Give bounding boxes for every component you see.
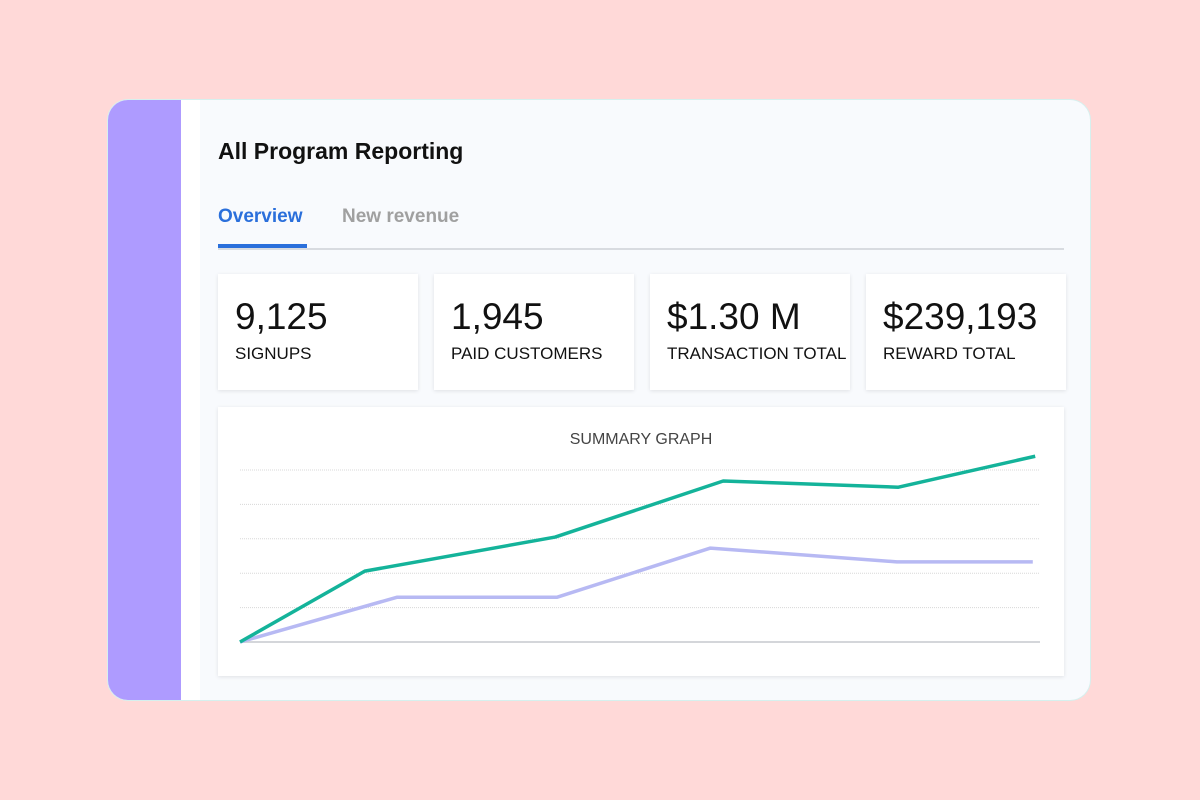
stat-card-transaction-total: $1.30 M TRANSACTION TOTAL: [650, 274, 850, 390]
tab-bar: Overview New revenue: [218, 206, 1064, 250]
summary-line-chart: [239, 454, 1040, 644]
stat-card-signups: 9,125 SIGNUPS: [218, 274, 418, 390]
tab-new-revenue[interactable]: New revenue: [342, 206, 460, 227]
stat-value: 1,945: [451, 296, 544, 337]
reporting-window: All Program Reporting Overview New reven…: [108, 100, 1090, 700]
stat-card-paid-customers: 1,945 PAID CUSTOMERS: [434, 274, 634, 390]
stat-card-reward-total: $239,193 REWARD TOTAL: [866, 274, 1066, 390]
sidebar-divider: [181, 100, 200, 700]
stat-value: $239,193: [883, 296, 1038, 337]
stat-label: TRANSACTION TOTAL: [667, 344, 847, 363]
stat-value: $1.30 M: [667, 296, 801, 337]
tab-overview[interactable]: Overview: [218, 206, 306, 248]
line-series-2: [239, 546, 1033, 644]
chart-title: SUMMARY GRAPH: [569, 431, 713, 448]
line-series-1: [239, 454, 1036, 644]
sidebar: [108, 100, 181, 700]
summary-graph-card: SUMMARY GRAPH: [218, 407, 1064, 676]
stat-label: SIGNUPS: [235, 344, 312, 363]
stat-label: PAID CUSTOMERS: [451, 344, 603, 363]
stat-value: 9,125: [235, 296, 328, 337]
stat-label: REWARD TOTAL: [883, 344, 1016, 363]
page-title: All Program Reporting: [218, 138, 464, 164]
